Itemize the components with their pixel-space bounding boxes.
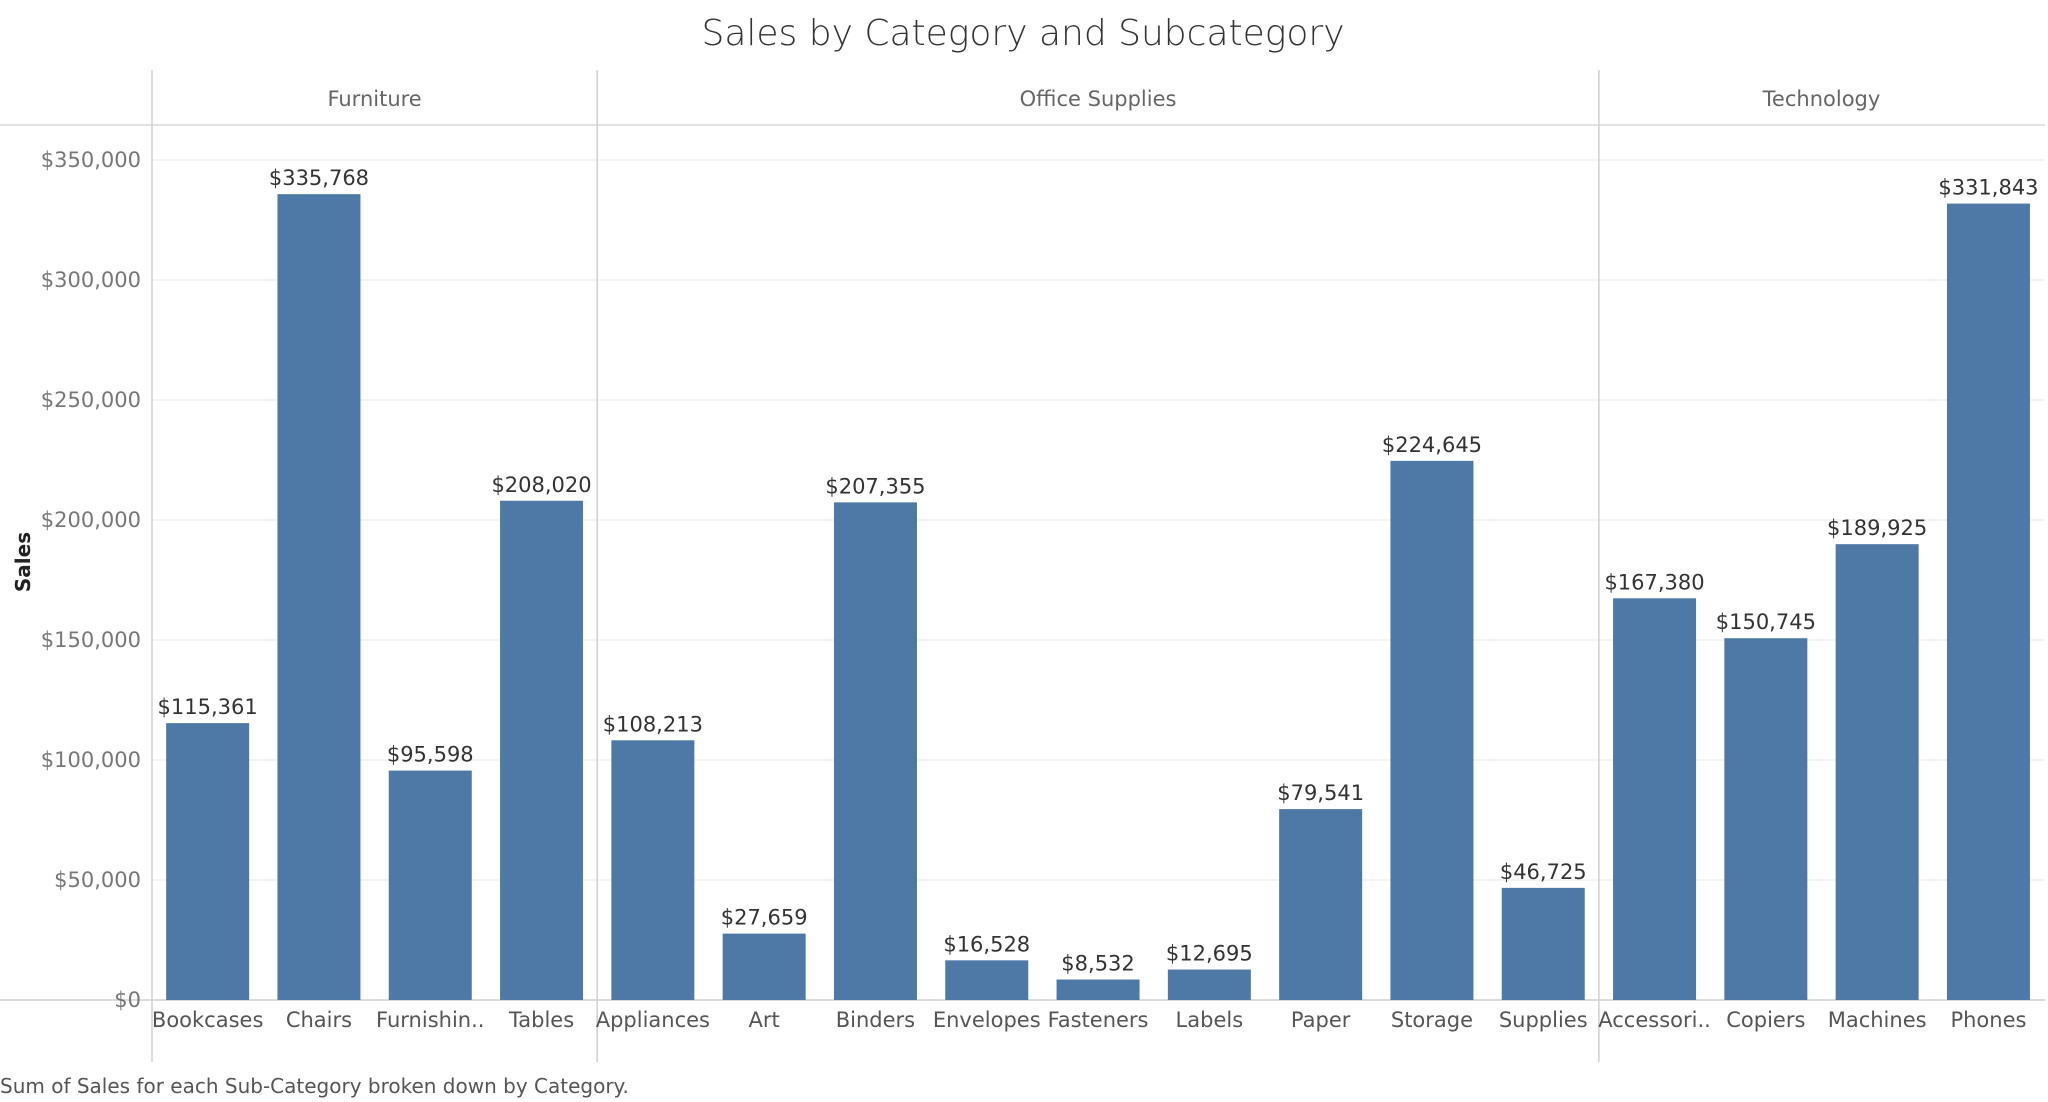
bar-value-label: $27,659 (721, 906, 808, 930)
subcategory-label: Chairs (286, 1008, 352, 1032)
subcategory-label: Labels (1176, 1008, 1244, 1032)
bar-value-label: $16,528 (943, 932, 1030, 956)
subcategory-label: Phones (1950, 1008, 2026, 1032)
subcategory-label: Paper (1291, 1008, 1351, 1032)
y-tick-label: $250,000 (41, 388, 141, 412)
subcategory-labels: Bookcases Chairs Furnishin.. Tables Applianc… (152, 1008, 2027, 1032)
bar-value-label: $150,745 (1716, 610, 1816, 634)
subcategory-label: Art (749, 1008, 780, 1032)
chart-title: Sales by Category and Subcategory (701, 13, 1344, 54)
subcategory-label: Envelopes (933, 1008, 1041, 1032)
y-tick-label: $0 (114, 988, 141, 1012)
y-axis-ticks: $0 $50,000 $100,000 $150,000 $200,000 $250,00… (41, 148, 141, 1012)
bar-value-label: $224,645 (1382, 433, 1482, 457)
bar-storage (1390, 460, 1474, 1000)
bar-binders (833, 502, 917, 1000)
subcategory-label: Appliances (596, 1008, 710, 1032)
y-tick-label: $100,000 (41, 748, 141, 772)
y-tick-label: $200,000 (41, 508, 141, 532)
bar-value-label: $46,725 (1500, 860, 1587, 884)
gridlines (152, 159, 2045, 881)
bar-art (722, 933, 806, 1000)
category-header-furniture: Furniture (327, 87, 421, 111)
chart-caption: Sum of Sales for each Sub-Category broke… (0, 1074, 629, 1098)
bar-labels (1167, 969, 1251, 1000)
subcategory-label: Furnishin.. (376, 1008, 484, 1032)
y-tick-label: $50,000 (54, 868, 141, 892)
bar-paper (1279, 809, 1363, 1000)
subcategory-label: Tables (508, 1008, 574, 1032)
y-tick-label: $150,000 (41, 628, 141, 652)
subcategory-label: Bookcases (152, 1008, 263, 1032)
bar-value-label: $207,355 (825, 474, 925, 498)
subcategory-label: Accessori.. (1598, 1008, 1711, 1032)
bar-envelopes (945, 960, 1029, 1000)
bars (166, 194, 2030, 1001)
bar-copiers (1724, 638, 1808, 1000)
bar-tables (500, 500, 584, 1000)
bar-value-label: $108,213 (603, 712, 703, 736)
bar-value-label: $331,843 (1938, 176, 2038, 200)
category-headers: Furniture Office Supplies Technology (327, 87, 1880, 111)
bar-value-label: $208,020 (491, 473, 591, 497)
bar-supplies (1501, 887, 1585, 1000)
bar-value-label: $79,541 (1277, 781, 1364, 805)
bar-appliances (611, 740, 695, 1000)
bar-value-label: $95,598 (387, 743, 474, 767)
bar-bookcases (166, 723, 250, 1000)
bar-machines (1835, 544, 1919, 1000)
bar-value-label: $189,925 (1827, 516, 1927, 540)
bar-value-label: $12,695 (1166, 942, 1253, 966)
bar-chairs (277, 194, 361, 1000)
category-header-technology: Technology (1762, 87, 1881, 111)
subcategory-label: Binders (836, 1008, 915, 1032)
bar-value-label: $335,768 (269, 166, 369, 190)
subcategory-label: Supplies (1499, 1008, 1588, 1032)
bar-value-label: $167,380 (1604, 570, 1704, 594)
bar-value-label: $8,532 (1061, 952, 1134, 976)
category-header-office-supplies: Office Supplies (1020, 87, 1177, 111)
bar-value-label: $115,361 (158, 695, 258, 719)
subcategory-label: Machines (1828, 1008, 1927, 1032)
bar-furnishin (388, 770, 472, 1000)
bar-fasteners (1056, 979, 1140, 1000)
bar-accessori (1613, 598, 1697, 1000)
subcategory-label: Storage (1391, 1008, 1473, 1032)
bar-phones (1946, 203, 2030, 1001)
subcategory-label: Fasteners (1048, 1008, 1149, 1032)
y-tick-label: $300,000 (41, 268, 141, 292)
subcategory-label: Copiers (1726, 1008, 1805, 1032)
y-axis-title: Sales (11, 532, 35, 592)
y-tick-label: $350,000 (41, 148, 141, 172)
bar-value-labels: $115,361 $335,768 $95,598 $208,020 $108,213 $… (158, 166, 2039, 975)
